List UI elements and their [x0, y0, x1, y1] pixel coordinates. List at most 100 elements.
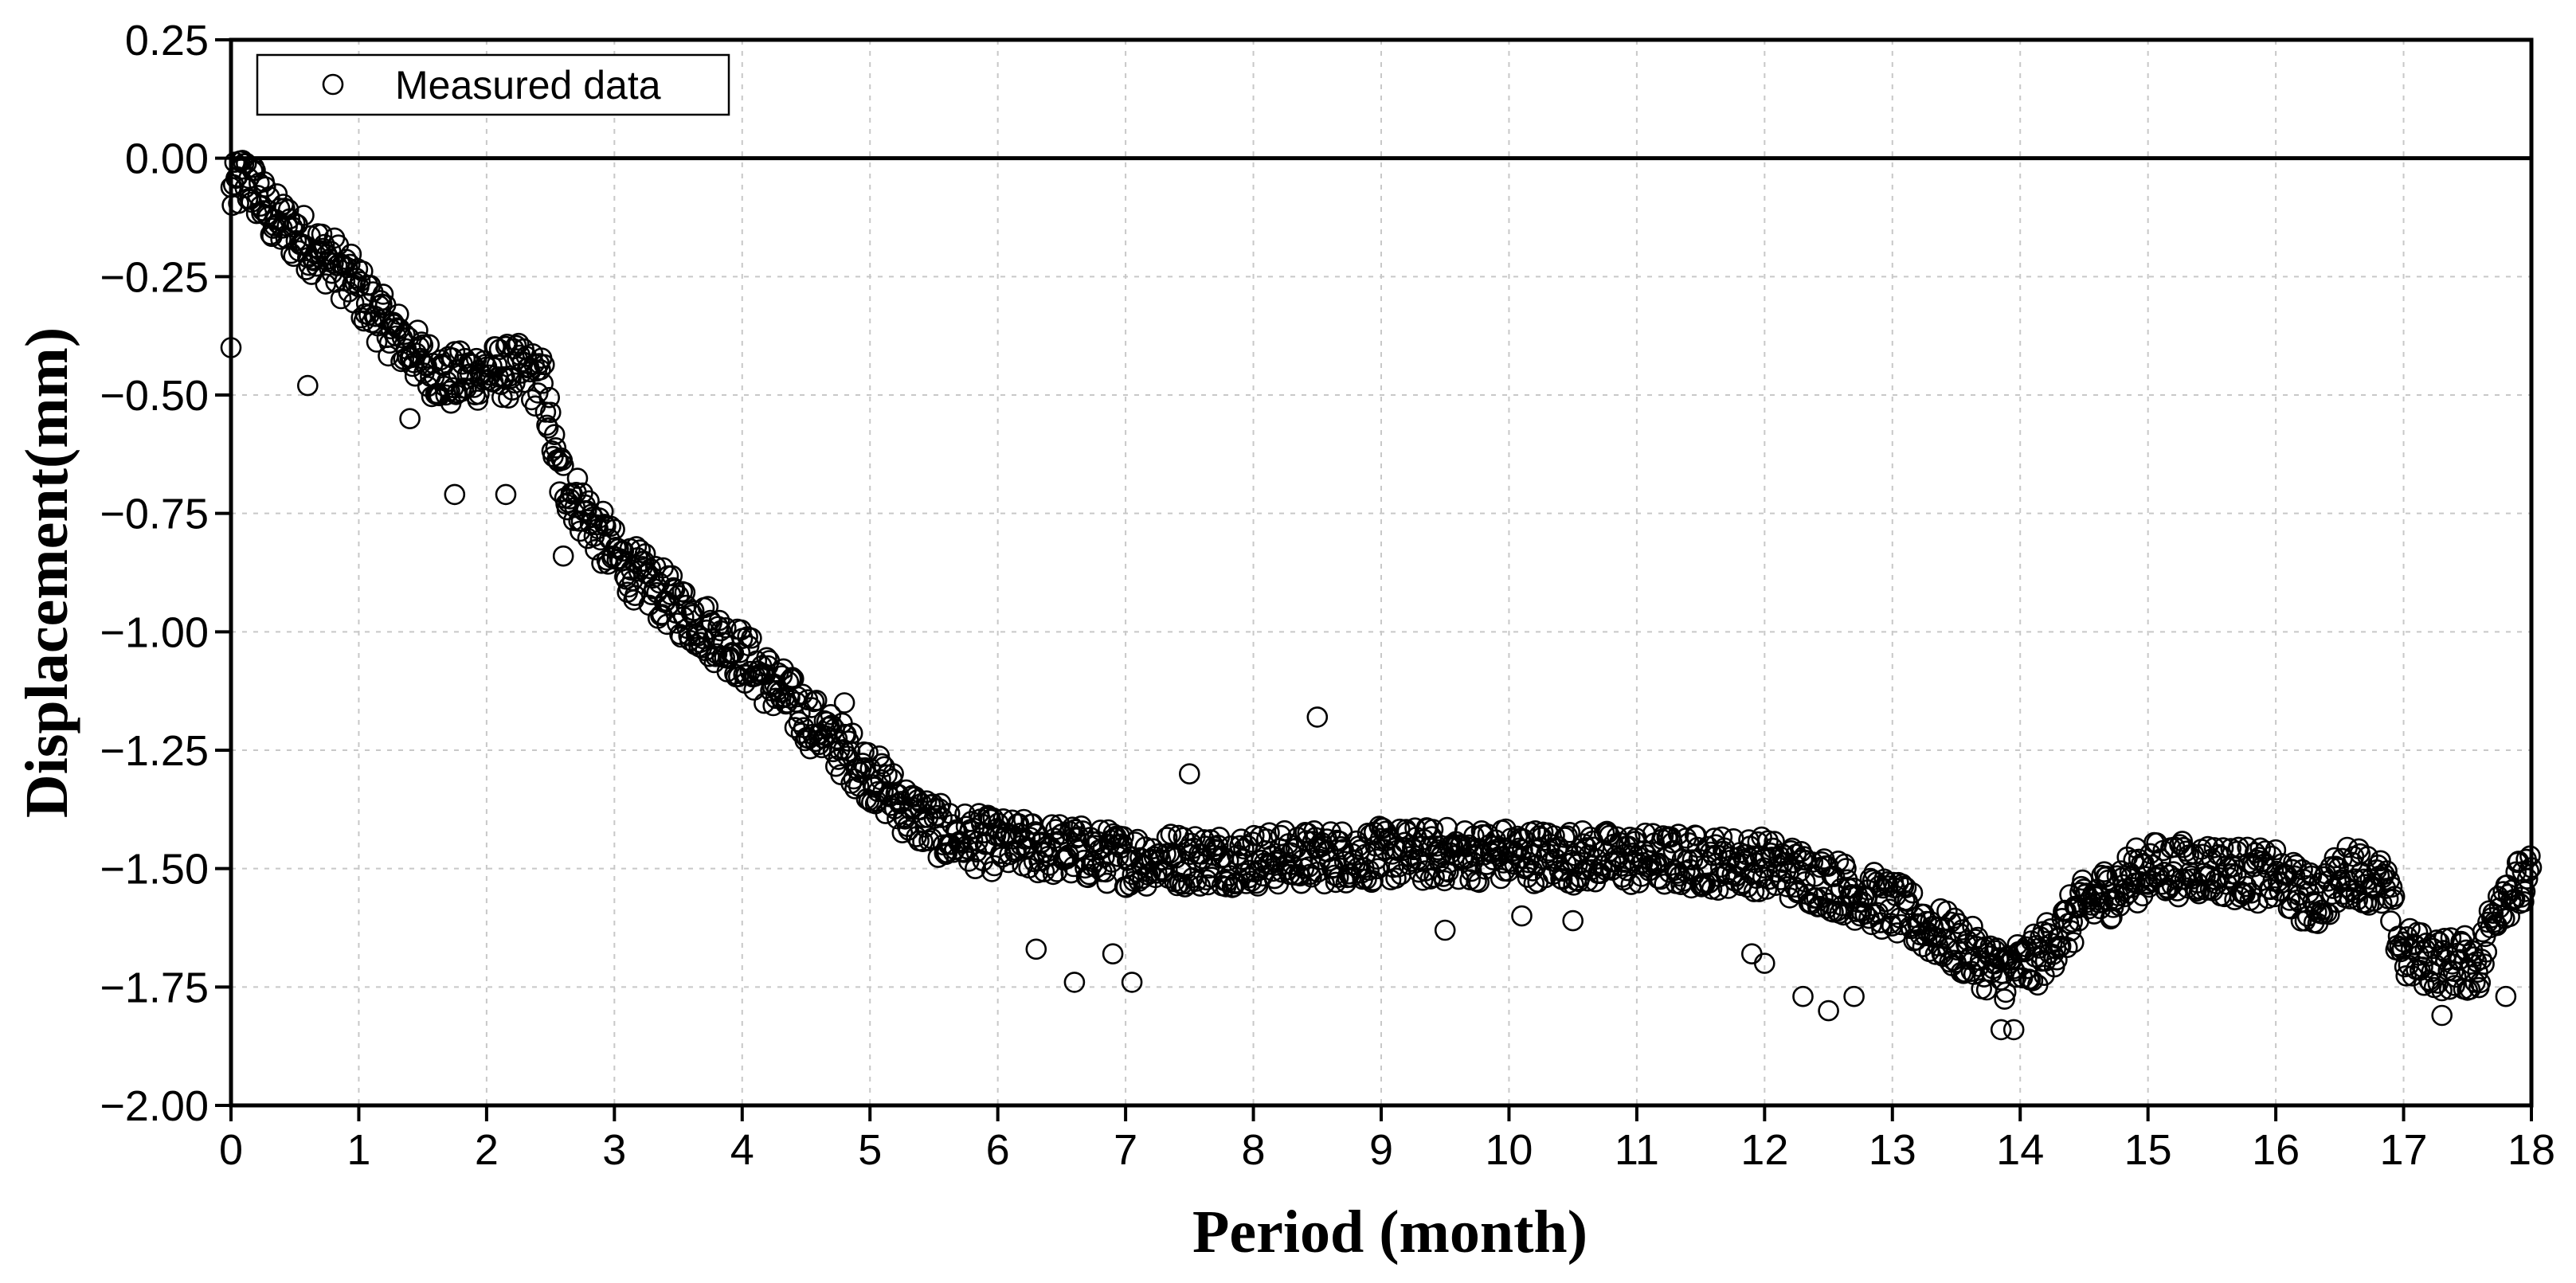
data-point: [683, 600, 705, 622]
x-tick-label: 10: [1485, 1126, 1533, 1174]
data-point: [412, 334, 434, 356]
y-tick-label: −1.75: [100, 964, 209, 1011]
data-point-outlier: [1121, 972, 1143, 993]
data-point: [912, 831, 934, 852]
data-point: [1265, 851, 1286, 873]
data-point: [1078, 863, 1100, 886]
data-point: [1764, 831, 1785, 852]
data-point: [1943, 949, 1964, 972]
data-point: [1850, 901, 1873, 922]
data-point: [714, 616, 737, 639]
x-tick-label: 5: [858, 1126, 882, 1174]
data-point: [2265, 839, 2287, 861]
data-point: [2057, 937, 2078, 958]
x-tick-label: 9: [1369, 1126, 1393, 1174]
data-point-outlier: [399, 408, 421, 430]
data-point: [2022, 970, 2044, 992]
x-tick-label: 7: [1114, 1126, 1137, 1174]
data-point: [372, 284, 394, 305]
data-point: [1227, 852, 1250, 874]
data-point: [2383, 886, 2406, 907]
data-point: [366, 331, 388, 353]
data-point: [1559, 822, 1581, 843]
data-point: [539, 401, 562, 424]
y-tick-label: −2.00: [100, 1082, 209, 1130]
data-point: [1362, 870, 1384, 891]
data-point: [2264, 886, 2285, 908]
data-point: [2061, 911, 2083, 933]
data-point: [2476, 941, 2498, 963]
data-point: [756, 647, 777, 669]
data-point: [2036, 912, 2057, 933]
data-point: [575, 499, 597, 522]
data-point: [2339, 888, 2361, 909]
data-point-outlier: [1025, 938, 1047, 960]
data-point: [1126, 861, 1147, 883]
data-point: [883, 763, 904, 784]
data-point: [1775, 860, 1797, 882]
x-tick-label: 2: [475, 1126, 499, 1174]
data-point-outlier: [2431, 1004, 2453, 1027]
data-point: [345, 268, 367, 289]
data-point-outlier: [1990, 1019, 2012, 1041]
data-point: [2431, 980, 2453, 1002]
data-point: [2393, 931, 2414, 953]
data-point: [2473, 953, 2495, 975]
data-point: [1422, 819, 1444, 840]
data-point: [1259, 822, 1280, 843]
data-point: [1954, 961, 1976, 983]
data-point: [1521, 860, 1544, 882]
data-point: [2381, 876, 2403, 898]
data-point: [841, 722, 863, 745]
data-point: [538, 386, 561, 409]
data-point: [1096, 872, 1118, 894]
data-point: [1208, 835, 1229, 856]
data-point-outlier: [444, 483, 466, 506]
data-point: [1962, 915, 1983, 937]
data-point: [1988, 947, 2010, 968]
data-point-outlier: [1818, 999, 1839, 1022]
data-point: [2063, 932, 2085, 953]
data-point: [2059, 884, 2081, 906]
x-tick-label: 4: [730, 1126, 754, 1174]
data-point: [828, 749, 849, 770]
data-point: [387, 303, 409, 325]
axis-ticks: 0 1 2 3 4 5 6 7 8 9 10 11 12 13 14 15 16 17 180.250.00−0.2…: [100, 17, 2555, 1174]
data-point: [1867, 902, 1889, 924]
data-point: [697, 596, 719, 617]
data-point: [2505, 861, 2527, 883]
grid-lines: [231, 40, 2531, 1105]
data-point: [500, 367, 522, 389]
data-point: [2408, 945, 2429, 966]
data-point: [1948, 913, 1970, 934]
data-point: [2459, 979, 2481, 1000]
data-point: [2397, 926, 2418, 948]
x-tick-label: 14: [1996, 1126, 2044, 1174]
data-point: [661, 565, 683, 587]
data-point: [530, 358, 551, 381]
data-point: [1142, 838, 1164, 859]
y-tick-label: −0.25: [100, 253, 209, 301]
x-tick-label: 12: [1740, 1126, 1788, 1174]
data-point: [1901, 882, 1924, 904]
data-point: [624, 585, 646, 607]
data-point-outlier: [1511, 905, 1533, 927]
data-point: [566, 467, 589, 489]
data-point: [2484, 911, 2505, 933]
data-point: [1596, 820, 1618, 843]
data-point: [1544, 825, 1565, 847]
data-point: [2425, 929, 2448, 951]
data-point: [1701, 878, 1723, 900]
data-point: [1794, 871, 1816, 893]
data-point: [1301, 866, 1322, 888]
data-point: [633, 550, 655, 573]
data-point: [496, 333, 519, 355]
data-point-outlier: [1562, 909, 1584, 932]
data-point: [2444, 975, 2465, 996]
data-point: [1324, 864, 1345, 886]
data-point-outlier: [1792, 985, 1814, 1007]
y-tick-label: −1.25: [100, 727, 209, 775]
data-point: [1358, 859, 1380, 881]
y-axis-title: Displacement(mm): [14, 327, 80, 818]
